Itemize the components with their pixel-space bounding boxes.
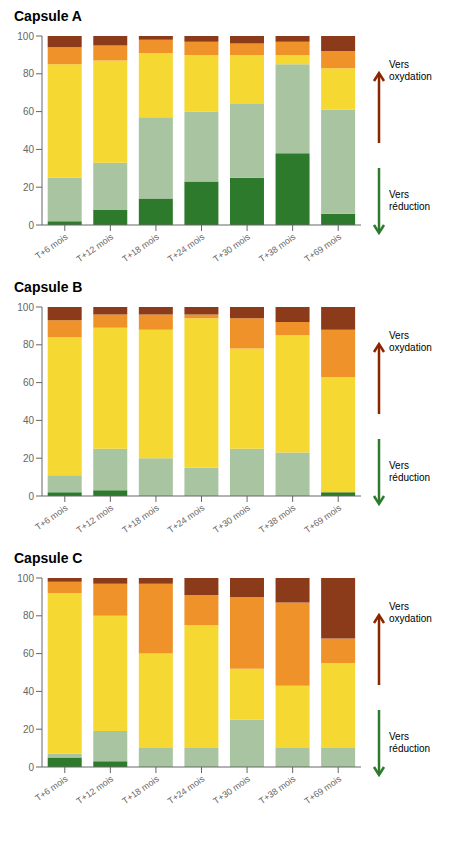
svg-text:T+24 mois: T+24 mois (166, 502, 207, 535)
svg-text:Vers: Vers (389, 330, 409, 341)
svg-text:T+30 mois: T+30 mois (212, 231, 253, 264)
svg-text:100: 100 (17, 302, 34, 313)
svg-text:20: 20 (23, 453, 35, 464)
svg-text:T+18 mois: T+18 mois (120, 502, 161, 535)
svg-text:réduction: réduction (389, 472, 430, 483)
svg-text:T+38 mois: T+38 mois (257, 502, 298, 535)
svg-text:100: 100 (17, 573, 34, 584)
svg-text:Vers: Vers (389, 460, 409, 471)
svg-text:20: 20 (23, 724, 35, 735)
svg-text:T+69 mois: T+69 mois (303, 231, 344, 264)
svg-text:Vers: Vers (389, 189, 409, 200)
html-text:Capsule B: Capsule B (14, 279, 83, 295)
svg-text:oxydation: oxydation (389, 71, 432, 82)
svg-text:T+69 mois: T+69 mois (303, 773, 344, 806)
svg-text:0: 0 (28, 220, 34, 231)
svg-text:80: 80 (23, 339, 35, 350)
svg-text:T+24 mois: T+24 mois (166, 231, 207, 264)
svg-text:60: 60 (23, 106, 35, 117)
svg-text:20: 20 (23, 182, 35, 193)
svg-text:T+38 mois: T+38 mois (257, 773, 298, 806)
svg-text:80: 80 (23, 610, 35, 621)
svg-text:T+18 mois: T+18 mois (120, 773, 161, 806)
svg-text:T+12 mois: T+12 mois (75, 502, 116, 535)
svg-text:Vers: Vers (389, 59, 409, 70)
svg-text:T+69 mois: T+69 mois (303, 502, 344, 535)
html-text:Capsule A: Capsule A (14, 8, 82, 24)
svg-text:80: 80 (23, 68, 35, 79)
svg-text:T+30 mois: T+30 mois (212, 502, 253, 535)
svg-text:60: 60 (23, 648, 35, 659)
svg-text:T+6 mois: T+6 mois (33, 502, 70, 532)
svg-text:T+12 mois: T+12 mois (75, 231, 116, 264)
svg-text:40: 40 (23, 686, 35, 697)
html-text:Capsule C: Capsule C (14, 550, 83, 566)
svg-text:oxydation: oxydation (389, 613, 432, 624)
svg-text:T+30 mois: T+30 mois (212, 773, 253, 806)
svg-text:Vers: Vers (389, 601, 409, 612)
svg-text:T+6 mois: T+6 mois (33, 231, 70, 261)
svg-text:Vers: Vers (389, 731, 409, 742)
svg-text:T+24 mois: T+24 mois (166, 773, 207, 806)
svg-text:réduction: réduction (389, 201, 430, 212)
svg-text:0: 0 (28, 762, 34, 773)
svg-text:T+12 mois: T+12 mois (75, 773, 116, 806)
svg-text:réduction: réduction (389, 743, 430, 754)
svg-text:40: 40 (23, 144, 35, 155)
svg-text:40: 40 (23, 415, 35, 426)
svg-text:T+38 mois: T+38 mois (257, 231, 298, 264)
svg-text:oxydation: oxydation (389, 342, 432, 353)
svg-text:T+18 mois: T+18 mois (120, 231, 161, 264)
svg-text:T+6 mois: T+6 mois (33, 773, 70, 803)
svg-text:100: 100 (17, 31, 34, 42)
svg-text:0: 0 (28, 491, 34, 502)
svg-text:60: 60 (23, 377, 35, 388)
